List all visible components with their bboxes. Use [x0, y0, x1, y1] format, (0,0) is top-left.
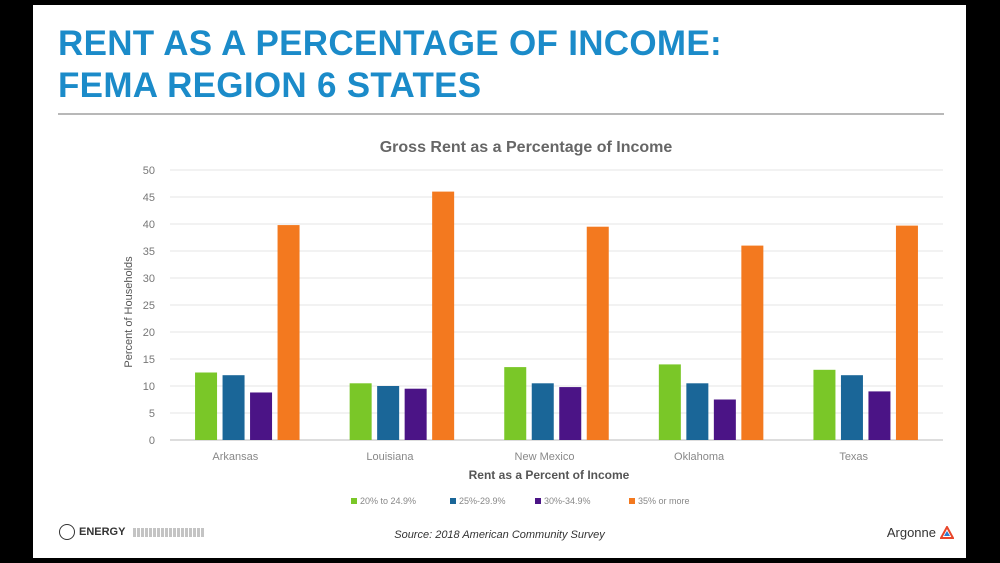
bar: [404, 388, 427, 440]
y-tick-label: 45: [143, 192, 155, 204]
legend-swatch: [629, 498, 635, 504]
x-tick-label: New Mexico: [515, 451, 575, 463]
legend-label: 20% to 24.9%: [360, 496, 416, 506]
y-axis-label: Percent of Households: [123, 256, 135, 368]
x-axis-label: Rent as a Percent of Income: [469, 468, 630, 482]
argonne-triangle-icon: [940, 525, 954, 539]
x-tick-label: Texas: [839, 451, 868, 463]
title-line-2: FEMA REGION 6 STATES: [58, 66, 482, 105]
legend: 20% to 24.9% 25%-29.9% 30%-34.9% 35% or mor…: [351, 496, 690, 506]
y-tick-label: 15: [143, 354, 155, 366]
legend-swatch: [351, 498, 357, 504]
title-divider: [58, 113, 944, 115]
bar: [713, 399, 736, 440]
legend-label: 25%-29.9%: [459, 496, 506, 506]
slide-title: RENT AS A PERCENTAGE OF INCOME: FEMA REG…: [58, 23, 722, 107]
y-tick-label: 50: [143, 165, 155, 177]
x-tick-label: Oklahoma: [674, 451, 725, 463]
bar: [586, 226, 609, 440]
y-tick-label: 40: [143, 219, 155, 231]
bar: [813, 369, 836, 440]
y-tick-label: 0: [149, 435, 155, 447]
x-axis-ticks: Arkansas Louisiana New Mexico Oklahoma Texas: [212, 451, 868, 463]
bar: [349, 383, 372, 440]
bar: [432, 191, 455, 440]
bar: [222, 375, 245, 440]
bar: [277, 225, 300, 440]
source-note: Source: 2018 American Community Survey: [394, 529, 605, 541]
bar: [531, 383, 554, 440]
legend-label: 30%-34.9%: [544, 496, 591, 506]
doe-seal-icon: [59, 524, 75, 540]
y-tick-label: 35: [143, 246, 155, 258]
bar: [195, 372, 218, 440]
y-tick-label: 10: [143, 381, 155, 393]
y-tick-label: 20: [143, 327, 155, 339]
legend-label: 35% or more: [638, 496, 690, 506]
bar: [377, 386, 400, 440]
y-tick-label: 30: [143, 273, 155, 285]
bar: [840, 375, 863, 440]
y-tick-label: 25: [143, 300, 155, 312]
bar: [686, 383, 709, 440]
bar: [250, 392, 273, 440]
bar: [741, 245, 764, 440]
doe-subtitle-graphic: [133, 527, 206, 537]
bar: [504, 367, 527, 440]
chart-title: Gross Rent as a Percentage of Income: [380, 139, 673, 156]
legend-swatch: [450, 498, 456, 504]
x-tick-label: Louisiana: [366, 451, 414, 463]
bar: [559, 387, 582, 440]
y-axis-ticks: 0 5 10 15 20 25 30 35 40 45 50: [143, 165, 155, 447]
legend-swatch: [535, 498, 541, 504]
title-line-1: RENT AS A PERCENTAGE OF INCOME:: [58, 24, 722, 63]
y-tick-label: 5: [149, 408, 155, 420]
doe-logo-text: ENERGY: [79, 526, 126, 538]
bar: [895, 225, 918, 440]
argonne-logo: Argonne: [887, 525, 954, 540]
bar: [658, 364, 681, 440]
argonne-logo-text: Argonne: [886, 525, 936, 540]
x-tick-label: Arkansas: [212, 451, 258, 463]
bars: [195, 191, 918, 440]
slide: RENT AS A PERCENTAGE OF INCOME: FEMA REG…: [33, 5, 966, 558]
doe-logo: ENERGY: [59, 524, 206, 540]
bar: [868, 391, 891, 440]
bar-chart: Gross Rent as a Percentage of Income Per…: [123, 139, 943, 506]
